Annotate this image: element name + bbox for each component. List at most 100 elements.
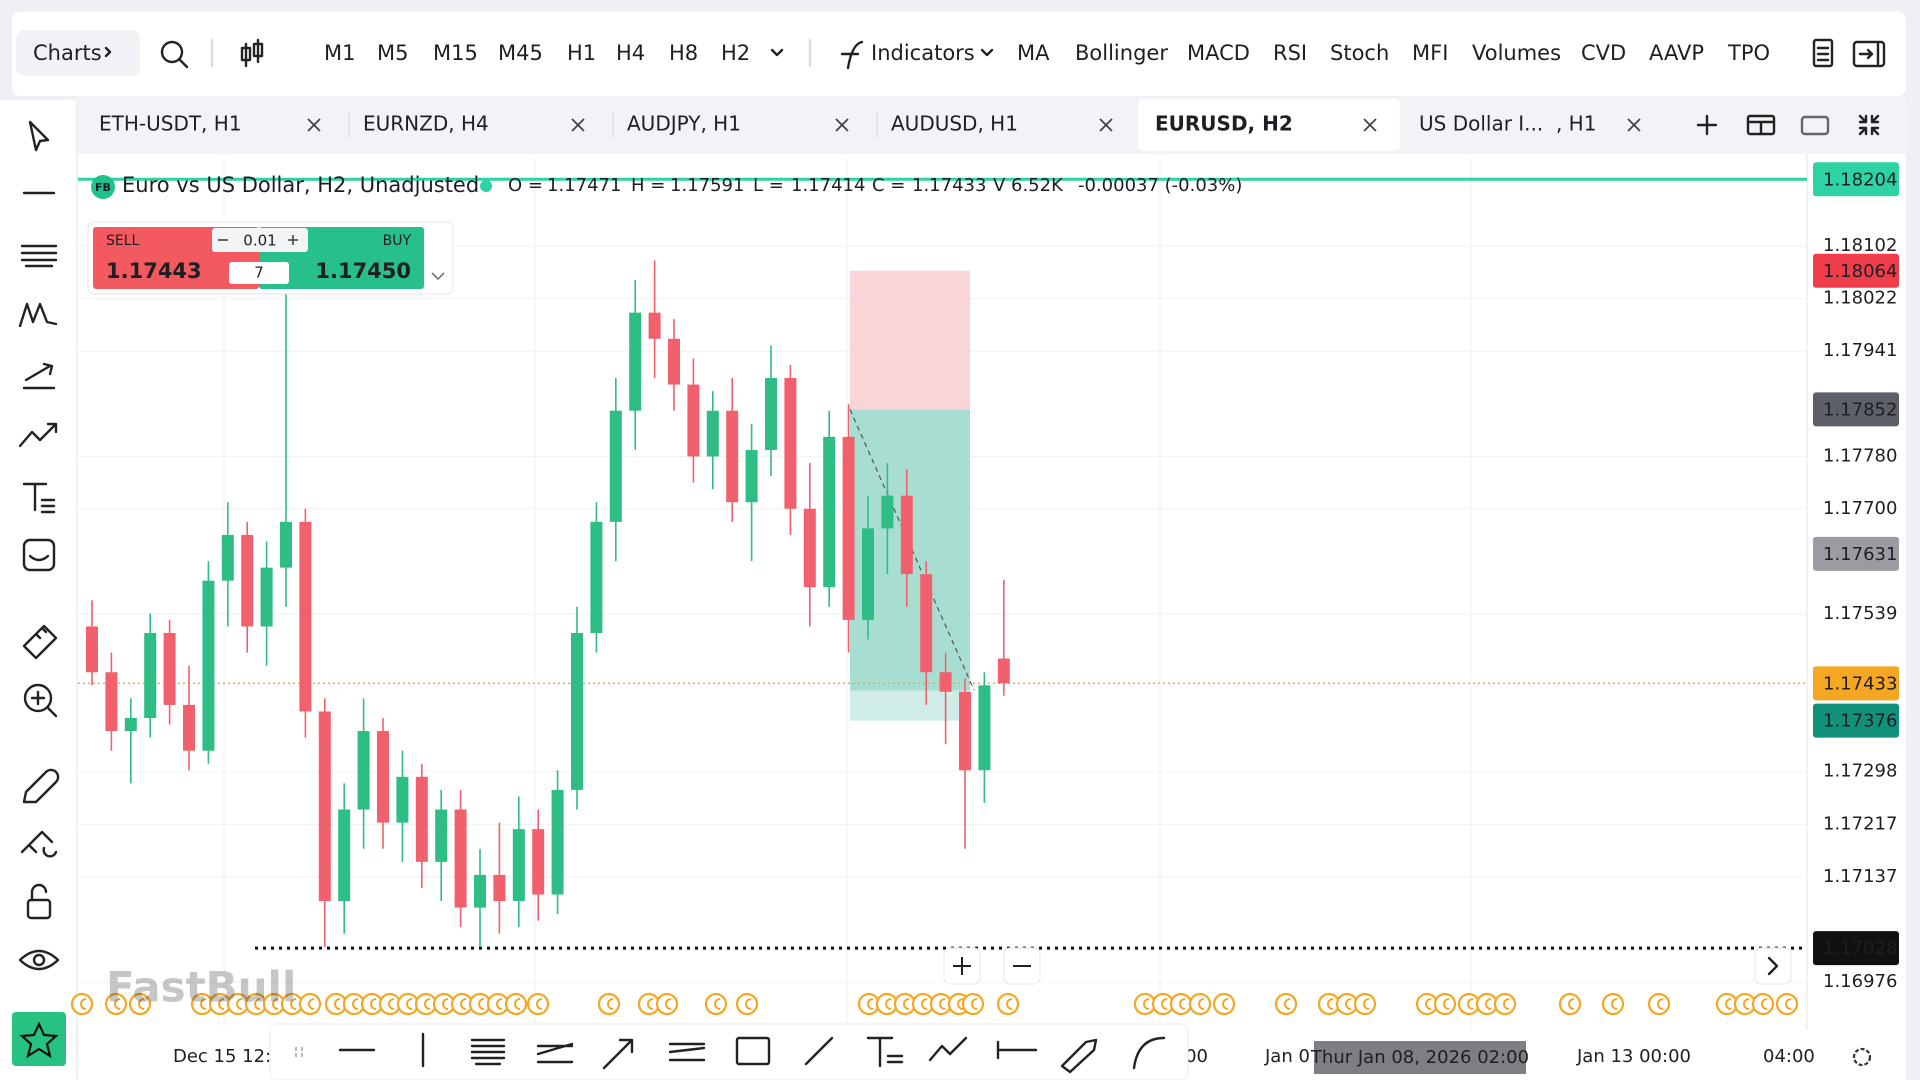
- scroll-right[interactable]: [1754, 947, 1792, 985]
- timeframe[interactable]: M15: [433, 41, 478, 65]
- settings-icon[interactable]: [1852, 1047, 1872, 1067]
- candle-body: [124, 717, 137, 732]
- event-icon-mark: [308, 998, 315, 1010]
- lot-box[interactable]: [212, 228, 308, 252]
- tool-channel[interactable]: [536, 1042, 574, 1064]
- timeframe[interactable]: H8: [669, 41, 698, 65]
- lot-plus[interactable]: [288, 235, 298, 245]
- event-icon-mark: [478, 998, 485, 1010]
- indicator[interactable]: MFI: [1412, 41, 1448, 65]
- layout-list-icon[interactable]: [1812, 38, 1834, 68]
- tab-label[interactable]: EURUSD, H2: [1155, 112, 1293, 136]
- event-icon-mark: [1611, 998, 1618, 1010]
- add-tab[interactable]: [1696, 114, 1718, 136]
- tab-label[interactable]: AUDJPY, H1: [627, 112, 741, 136]
- candle-body: [377, 731, 389, 823]
- zoom-tool[interactable]: [23, 683, 53, 713]
- search-icon[interactable]: [160, 40, 184, 64]
- candle-icon-b: [252, 42, 264, 58]
- ui-layer: Charts M1 M5 M15 M45 H1 H4 H8 H2 Indicators MA Boll…: [33, 41, 1899, 1074]
- candle-body: [551, 789, 564, 895]
- tab-label[interactable]: US Dollar I... , H1: [1419, 112, 1596, 136]
- tool-measure[interactable]: [996, 1040, 1038, 1060]
- event-icon-mark: [1345, 998, 1352, 1010]
- magnet-tool[interactable]: [22, 768, 60, 804]
- timeframe[interactable]: M45: [498, 41, 543, 65]
- favorites-star: [19, 1021, 59, 1059]
- window-icon[interactable]: [1800, 115, 1830, 136]
- tab-close[interactable]: [1363, 118, 1377, 132]
- brush-settings-tool[interactable]: [20, 830, 58, 858]
- tab-close[interactable]: [1099, 118, 1113, 132]
- timeframe[interactable]: M1: [324, 41, 355, 65]
- ohlc-key: O =: [508, 175, 543, 196]
- price-badge: [1813, 392, 1899, 427]
- tab-close[interactable]: [1627, 118, 1641, 132]
- candle-body: [706, 410, 719, 457]
- watermark: FastBull: [106, 963, 296, 1012]
- event-icon-mark: [388, 998, 395, 1010]
- tab-close[interactable]: [307, 118, 321, 132]
- event-icon-mark: [1568, 998, 1575, 1010]
- candle-body: [221, 534, 234, 581]
- fullscreen-icon[interactable]: [1858, 114, 1880, 136]
- emoji-tool[interactable]: [22, 538, 56, 572]
- ohlc-value: 1.17471: [547, 175, 621, 196]
- timeframe[interactable]: H2: [721, 41, 750, 65]
- indicator[interactable]: MA: [1017, 41, 1050, 65]
- charts-button[interactable]: [16, 30, 140, 76]
- trade-expand[interactable]: [431, 272, 445, 281]
- projection-tool[interactable]: [22, 362, 56, 390]
- panel-icon[interactable]: [1852, 40, 1886, 68]
- indicators-button[interactable]: Indicators: [871, 41, 975, 65]
- indicators-icon[interactable]: [840, 40, 864, 70]
- tab-close[interactable]: [835, 118, 849, 132]
- tool-fib[interactable]: [470, 1038, 506, 1066]
- timeframe[interactable]: H1: [567, 41, 596, 65]
- ruler-tool[interactable]: [22, 624, 58, 660]
- menu-label[interactable]: Charts: [33, 41, 102, 65]
- indicator[interactable]: Volumes: [1472, 41, 1561, 65]
- indicator[interactable]: TPO: [1727, 41, 1770, 65]
- cursor-tool[interactable]: [28, 120, 50, 152]
- visibility-tool[interactable]: [18, 949, 60, 971]
- tool-brush[interactable]: [1060, 1038, 1098, 1074]
- event-icon-mark: [514, 998, 521, 1010]
- tool-arrow[interactable]: [602, 1038, 634, 1070]
- text-tool[interactable]: [22, 482, 56, 514]
- y-tick-label: 1.17780: [1823, 445, 1897, 466]
- tool-rect[interactable]: [735, 1036, 771, 1066]
- tool-ray[interactable]: [804, 1036, 834, 1066]
- timeframe-chevron[interactable]: [770, 48, 784, 57]
- y-tick-label: 1.16976: [1823, 971, 1897, 992]
- timeframe[interactable]: H4: [616, 41, 645, 65]
- lock-tool[interactable]: [26, 898, 52, 920]
- buy-price: 1.17450: [315, 259, 411, 283]
- tab-label[interactable]: EURNZD, H4: [363, 112, 489, 136]
- candle-body: [415, 776, 428, 862]
- status-dot: [480, 180, 492, 192]
- tool-text[interactable]: [866, 1036, 904, 1068]
- price-badge-label: 1.17631: [1823, 544, 1897, 565]
- tool-path[interactable]: [928, 1036, 968, 1062]
- indicator[interactable]: Bollinger: [1075, 41, 1168, 65]
- indicator[interactable]: CVD: [1581, 41, 1626, 65]
- indicator[interactable]: RSI: [1273, 41, 1307, 65]
- tab-close[interactable]: [571, 118, 585, 132]
- timeframe[interactable]: M5: [377, 41, 408, 65]
- favorites-button[interactable]: [12, 1012, 66, 1066]
- indicator[interactable]: MACD: [1187, 41, 1250, 65]
- tool-parallel[interactable]: [668, 1042, 706, 1062]
- drag-handle[interactable]: [294, 1046, 304, 1058]
- fib-tool[interactable]: [20, 244, 58, 268]
- indicator[interactable]: Stoch: [1330, 41, 1389, 65]
- event-icon-mark: [1657, 998, 1664, 1010]
- event-icon-mark: [1503, 998, 1510, 1010]
- tab-label[interactable]: ETH-USDT, H1: [99, 112, 242, 136]
- indicator[interactable]: AAVP: [1649, 41, 1704, 65]
- pattern-tool[interactable]: [18, 302, 58, 328]
- tab-label[interactable]: AUDUSD, H1: [891, 112, 1018, 136]
- tool-arc[interactable]: [1132, 1036, 1166, 1070]
- trend-tool[interactable]: [18, 422, 58, 448]
- x-tick-label: Jan 13 00:00: [1576, 1046, 1691, 1067]
